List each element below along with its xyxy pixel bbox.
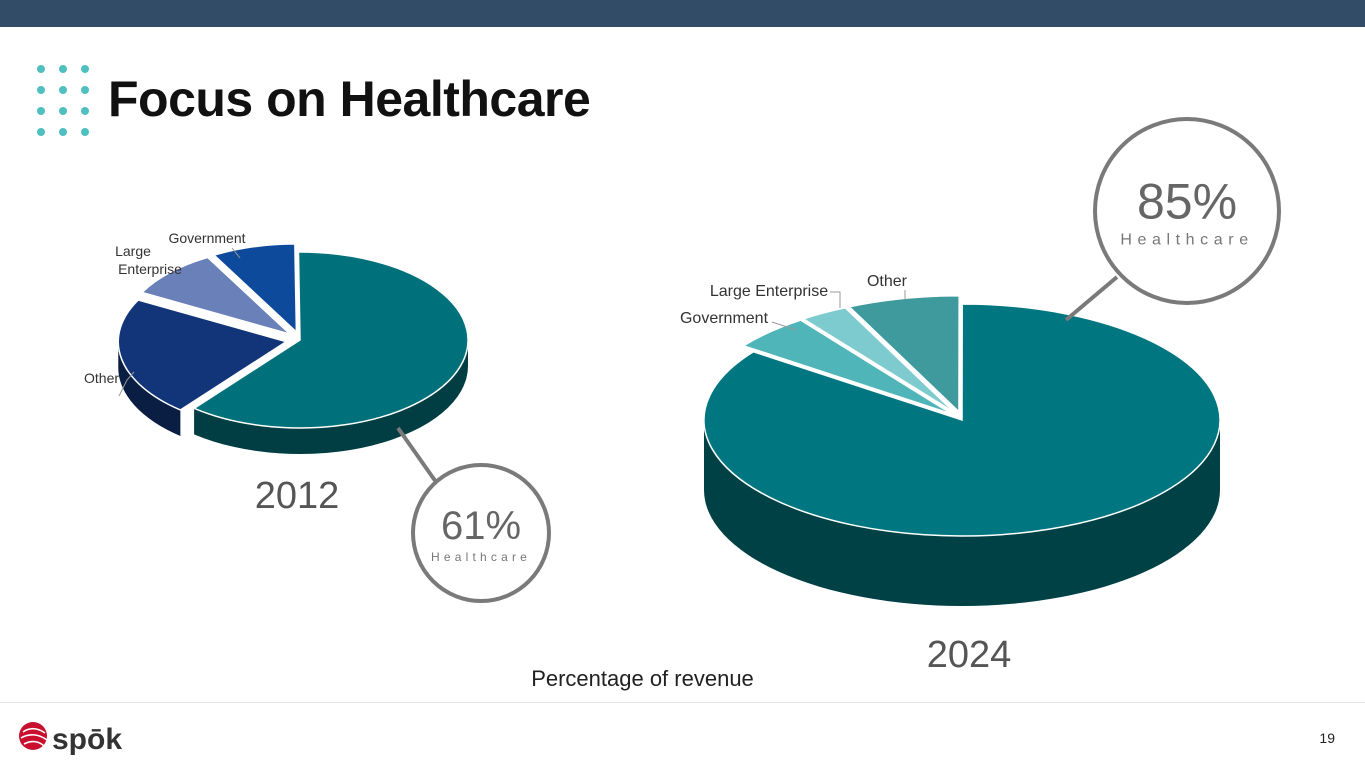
pie-slice-other (117, 299, 289, 411)
leader-line-government (771, 321, 797, 331)
pie-slice-healthcare (703, 303, 1221, 537)
callout-label-2024: Healthcare (1120, 232, 1253, 249)
top-bar (0, 0, 1365, 27)
spok-logo: spōk (19, 722, 122, 756)
callout-circle-2024 (1093, 117, 1281, 305)
leader-line-other (118, 371, 135, 397)
callout-label-2012: Healthcare (431, 550, 531, 564)
callout-line-2024 (1064, 275, 1119, 322)
slice-label-other: Other (84, 370, 119, 386)
callout-line-2012 (396, 426, 438, 484)
slice-label-government: Government (168, 230, 245, 246)
pie-slice-healthcare (192, 251, 469, 429)
pie-chart-2024: Government Large Enterprise Other 2024 85% He… (680, 117, 1281, 676)
pie-slice-large-enterprise (801, 306, 956, 414)
pie-slice-large-enterprise (140, 256, 291, 335)
callout-value-2024: 85% (1137, 174, 1237, 230)
slice-label-large-enterprise: Large Enterprise (710, 283, 828, 300)
pie-slice-side-healthcare (704, 420, 1220, 606)
pie-slice-government (212, 243, 298, 334)
pie-slice-side-healthcare (194, 340, 468, 454)
pie-slice-side-other (118, 341, 181, 436)
footer-divider (0, 702, 1365, 703)
pie-slice-government (741, 319, 953, 415)
svg-text:spōk: spōk (52, 723, 122, 756)
dot-grid-decoration (37, 65, 89, 136)
pie-slice-other (847, 295, 960, 414)
leader-line-government (231, 247, 241, 259)
page-number: 19 (1319, 730, 1335, 746)
leader-line-large-enterprise (830, 291, 841, 308)
year-label-2024: 2024 (927, 634, 1012, 676)
slice-label-large-enterprise: Large Enterprise (115, 243, 182, 277)
callout-value-2012: 61% (441, 504, 521, 548)
slice-label-other: Other (867, 273, 908, 290)
chart-subtitle: Percentage of revenue (531, 666, 754, 691)
slice-label-government: Government (680, 310, 769, 327)
year-label-2012: 2012 (255, 475, 340, 517)
page-title: Focus on Healthcare (108, 71, 591, 127)
callout-circle-2012 (411, 463, 551, 603)
